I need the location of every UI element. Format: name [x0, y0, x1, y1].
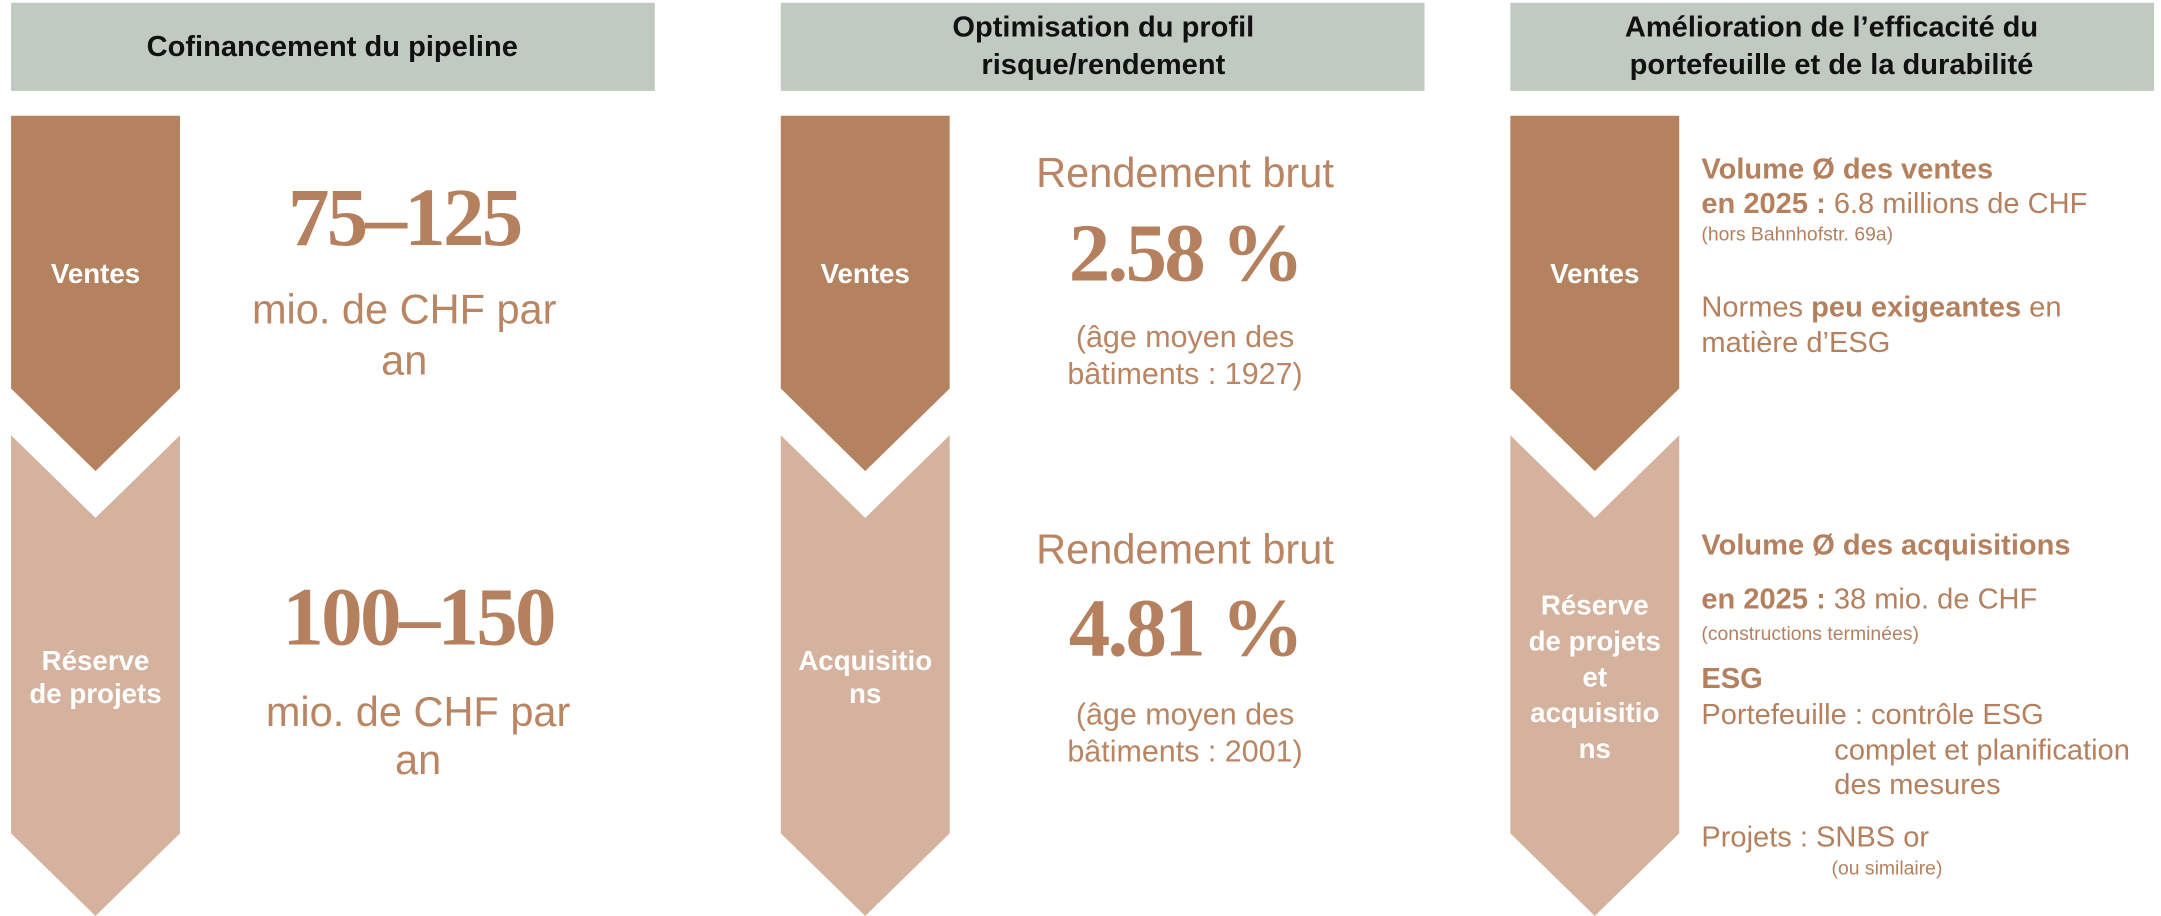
- figure-text: mio. de CHF par: [266, 689, 571, 735]
- header: risque/rendement: [981, 49, 1225, 81]
- figure-heading: Rendement brut: [1036, 150, 1334, 196]
- chevron-label: Ventes: [821, 258, 910, 289]
- figure-text: an: [395, 737, 441, 783]
- figure-text: (âge moyen des: [1076, 320, 1294, 354]
- chevron-top: [11, 115, 180, 472]
- text-bold: en 2025 :: [1701, 188, 1825, 220]
- text-small: (ou similaire): [1832, 858, 1943, 879]
- chevron-label: et: [1582, 661, 1607, 692]
- chevron-label: Ventes: [1550, 258, 1639, 289]
- chevron-label: Acquisitio: [798, 645, 932, 676]
- chevron-top: [780, 115, 950, 472]
- chevrons: [11, 115, 1680, 916]
- text-small: (constructions terminées): [1701, 624, 1919, 645]
- chevron-label: de projets: [1529, 626, 1661, 657]
- chevron-top: [1510, 115, 1680, 472]
- text-line: en 2025 : 38 mio. de CHF: [1701, 583, 2037, 615]
- chevron-bottom: [1510, 435, 1680, 916]
- figure: 2.58 %: [1069, 207, 1302, 299]
- header: portefeuille et de la durabilité: [1630, 49, 2034, 81]
- text-line: Projets : SNBS or: [1701, 822, 1929, 854]
- text: 6.8 millions de CHF: [1826, 188, 2088, 220]
- figure-text: mio. de CHF par: [252, 287, 557, 333]
- chevron-label: Réserve: [42, 645, 150, 676]
- text-line: Normes peu exigeantes en: [1701, 291, 2061, 323]
- figure-text: bâtiments : 2001): [1067, 735, 1302, 769]
- chevron-label: Réserve: [1541, 590, 1649, 621]
- chevron-bottom: [11, 435, 180, 916]
- figure-text: bâtiments : 1927): [1067, 357, 1302, 391]
- text-line: matière d’ESG: [1701, 327, 1890, 359]
- text-line: des mesures: [1834, 769, 2000, 801]
- text-line: complet et planification: [1834, 735, 2130, 767]
- figure: 4.81 %: [1069, 582, 1302, 674]
- text: 38 mio. de CHF: [1826, 583, 2038, 615]
- text-line: en 2025 : 6.8 millions de CHF: [1701, 188, 2087, 220]
- chevron-label: de projets: [29, 678, 161, 709]
- header: Amélioration de l’efficacité du: [1625, 12, 2038, 44]
- chevron-label: ns: [1579, 733, 1611, 764]
- text-line: Volume Ø des ventes: [1701, 154, 1993, 186]
- header-box: [780, 2, 1425, 91]
- figure-text: an: [381, 338, 427, 384]
- text: Normes: [1701, 291, 1811, 323]
- text-bold: en 2025 :: [1701, 583, 1825, 615]
- chevron-label: ns: [849, 678, 881, 709]
- chevron-label: Ventes: [51, 258, 140, 289]
- text-bold: peu exigeantes: [1811, 291, 2021, 323]
- figure-text: (âge moyen des: [1076, 697, 1294, 731]
- text-small: (hors Bahnhofstr. 69a): [1701, 225, 1893, 246]
- chevron-bottom: [780, 435, 950, 916]
- figure: 100–150: [282, 571, 554, 663]
- header: Optimisation du profil: [952, 12, 1254, 44]
- header-box: [11, 2, 655, 91]
- figure: 75–125: [288, 171, 521, 263]
- text-line: ESG: [1701, 663, 1762, 695]
- header: Cofinancement du pipeline: [147, 31, 518, 63]
- header-box: [1510, 2, 2155, 91]
- figure-heading: Rendement brut: [1036, 526, 1334, 572]
- text: en: [2021, 291, 2061, 323]
- chevron-label: acquisitio: [1530, 697, 1659, 728]
- text-line: Portefeuille : contrôle ESG: [1701, 699, 2043, 731]
- text-line: Volume Ø des acquisitions: [1701, 530, 2070, 562]
